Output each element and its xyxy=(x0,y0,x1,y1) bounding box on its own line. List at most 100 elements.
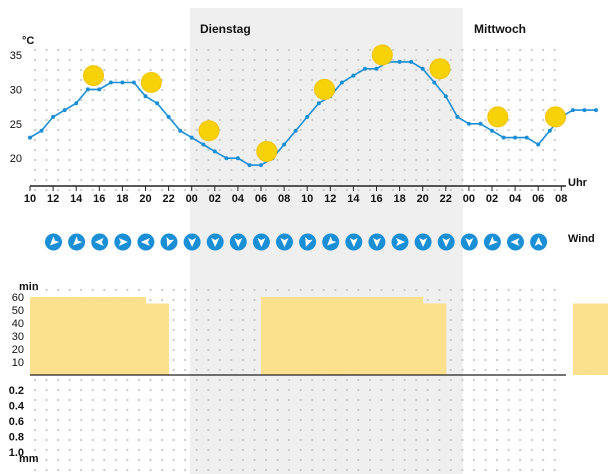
grid-dot xyxy=(103,88,106,92)
grid-dot xyxy=(553,448,556,452)
grid-dot xyxy=(149,158,152,162)
grid-dot xyxy=(207,298,210,302)
grid-dot xyxy=(368,448,372,452)
grid-dot xyxy=(161,128,164,132)
grid-dot xyxy=(392,138,395,142)
grid-dot xyxy=(322,68,325,72)
grid-dot xyxy=(57,188,60,192)
grid-dot xyxy=(311,428,314,432)
wind-arrow-icon xyxy=(252,233,270,251)
grid-dot xyxy=(172,398,175,402)
grid-dot xyxy=(322,468,325,472)
temperature-point xyxy=(201,142,206,147)
grid-dot xyxy=(553,358,556,362)
grid-dot xyxy=(311,398,314,402)
grid-dot xyxy=(68,398,71,402)
grid-dot xyxy=(484,148,487,152)
wind-arrow-icon xyxy=(299,233,317,251)
grid-dot xyxy=(380,128,383,132)
grid-dot xyxy=(149,48,152,52)
grid-dot xyxy=(495,98,499,102)
grid-dot xyxy=(449,338,452,342)
grid-dot xyxy=(311,378,314,382)
grid-dot xyxy=(241,368,244,372)
grid-dot xyxy=(368,168,372,172)
grid-dot xyxy=(461,418,464,422)
grid-dot xyxy=(114,158,117,162)
grid-dot xyxy=(288,418,291,422)
grid-dot xyxy=(184,428,187,432)
grid-dot xyxy=(368,48,372,52)
grid-dot xyxy=(161,458,164,462)
grid-dot xyxy=(484,388,487,392)
grid-dot xyxy=(276,468,279,472)
grid-dot xyxy=(264,98,268,102)
grid-dot xyxy=(530,148,533,152)
grid-dot xyxy=(415,468,418,472)
grid-dot xyxy=(126,378,129,382)
grid-dot xyxy=(426,168,429,172)
grid-dot xyxy=(172,48,175,52)
grid-dot xyxy=(57,438,60,442)
grid-dot xyxy=(322,168,325,172)
grid-dot xyxy=(218,388,221,392)
grid-dot xyxy=(530,78,533,82)
grid-dot xyxy=(299,138,302,142)
grid-dot xyxy=(195,58,198,62)
day-label-mittwoch: Mittwoch xyxy=(474,22,526,36)
grid-dot xyxy=(415,148,418,152)
grid-dot xyxy=(530,438,533,442)
grid-dot xyxy=(288,108,291,112)
grid-dot xyxy=(357,58,360,62)
grid-dot xyxy=(519,308,522,312)
grid-dot xyxy=(149,178,152,182)
grid-dot xyxy=(288,148,291,152)
grid-dot xyxy=(345,138,348,142)
grid-dot xyxy=(288,398,291,402)
grid-dot xyxy=(403,68,406,72)
grid-dot xyxy=(230,58,233,62)
grid-dot xyxy=(137,78,140,82)
grid-dot xyxy=(161,138,164,142)
grid-dot xyxy=(438,398,441,402)
grid-dot xyxy=(368,128,372,132)
grid-dot xyxy=(253,398,256,402)
grid-dot xyxy=(553,458,556,462)
grid-dot xyxy=(161,428,164,432)
grid-dot xyxy=(472,388,475,392)
grid-dot xyxy=(253,408,256,412)
grid-dot xyxy=(68,388,71,392)
grid-dot xyxy=(276,168,279,172)
grid-dot xyxy=(519,48,522,52)
grid-dot xyxy=(380,188,383,192)
grid-dot xyxy=(103,388,106,392)
grid-dot xyxy=(311,448,314,452)
grid-dot xyxy=(426,78,429,82)
grid-dot xyxy=(276,158,279,162)
grid-dot xyxy=(57,178,60,182)
grid-dot xyxy=(484,438,487,442)
grid-dot xyxy=(495,328,499,332)
grid-dot xyxy=(218,418,221,422)
x-tick-label: 06 xyxy=(532,193,544,205)
grid-dot xyxy=(149,448,152,452)
sun-icon xyxy=(198,120,220,142)
grid-dot xyxy=(195,448,198,452)
grid-dot xyxy=(218,438,221,442)
grid-dot xyxy=(91,58,94,62)
grid-dot xyxy=(288,468,291,472)
grid-dot xyxy=(80,58,83,62)
grid-dot xyxy=(507,398,510,402)
grid-dot xyxy=(495,138,499,142)
grid-dot xyxy=(322,418,325,422)
grid-dot xyxy=(495,408,499,412)
grid-dot xyxy=(137,448,140,452)
precip-bar xyxy=(399,297,412,375)
grid-dot xyxy=(484,108,487,112)
grid-dot xyxy=(472,118,475,122)
grid-dot xyxy=(484,138,487,142)
grid-dot xyxy=(276,458,279,462)
grid-dot xyxy=(299,448,302,452)
grid-dot xyxy=(57,398,60,402)
grid-dot xyxy=(184,408,187,412)
